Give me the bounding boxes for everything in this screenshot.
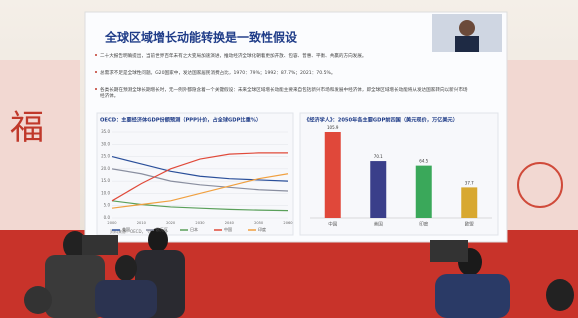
x-tick-label: 2060 bbox=[283, 221, 293, 225]
value-label: 64.5 bbox=[419, 159, 428, 164]
x-tick-label: 2020 bbox=[166, 221, 176, 225]
chart-title: OECD：主要经济体GDP份额预测（PPP计价，占全球GDP比重%） bbox=[100, 116, 261, 124]
x-tick-label: 欧盟 bbox=[465, 221, 474, 228]
x-tick-label: 中国 bbox=[328, 221, 337, 228]
x-tick-label: 2000 bbox=[107, 221, 117, 225]
chart-title: 《经济学人》：2050年各主要GDP前四国（美元现价，万亿美元） bbox=[304, 116, 458, 124]
legend-label: 美国 bbox=[122, 226, 130, 232]
legend-label: 中国 bbox=[224, 226, 232, 232]
bar bbox=[370, 161, 386, 218]
x-tick-label: 2050 bbox=[254, 221, 264, 225]
x-tick-label: 美国 bbox=[374, 221, 383, 228]
value-label: 37.7 bbox=[465, 180, 474, 185]
y-tick-label: 25.0 bbox=[101, 154, 110, 159]
speaker-head bbox=[459, 20, 475, 36]
y-tick-label: 10.0 bbox=[101, 190, 110, 195]
y-tick-label: 0.0 bbox=[104, 215, 111, 220]
y-tick-label: 5.0 bbox=[104, 203, 111, 208]
scene-svg: 福 全球区域增长动能转换是一致性假设 资料来源：OECD，《经济学人》 二十大报… bbox=[0, 0, 578, 318]
bullet-dot bbox=[95, 71, 97, 73]
banner-decoration: 福 bbox=[10, 108, 44, 148]
bar bbox=[461, 187, 477, 218]
y-tick-label: 15.0 bbox=[101, 178, 110, 183]
bullet-dot bbox=[95, 88, 97, 90]
value-label: 105.9 bbox=[327, 125, 339, 130]
y-tick-label: 35.0 bbox=[101, 129, 110, 134]
bullet: 二十大报告明确提出，当前世界百年未有之大变局加速演进，推动经济全球化朝着更加开放… bbox=[100, 52, 366, 59]
x-tick-label: 2040 bbox=[225, 221, 235, 225]
bar bbox=[325, 132, 341, 218]
legend-label: 欧元区 bbox=[156, 226, 168, 232]
right-banner bbox=[505, 60, 578, 250]
left-banner bbox=[0, 60, 80, 250]
y-tick-label: 30.0 bbox=[101, 141, 110, 146]
y-tick-label: 20.0 bbox=[101, 166, 110, 171]
x-tick-label: 印度 bbox=[419, 221, 428, 228]
slide-title: 全球区域增长动能转换是一致性假设 bbox=[104, 30, 298, 45]
legend-label: 日本 bbox=[190, 226, 198, 232]
legend-label: 印度 bbox=[258, 226, 266, 232]
left-chart-panel bbox=[97, 113, 293, 235]
value-label: 70.1 bbox=[374, 154, 383, 159]
x-tick-label: 2010 bbox=[137, 221, 147, 225]
bar bbox=[416, 166, 432, 218]
speaker-body bbox=[455, 36, 479, 52]
bullet: 总需求不足是全球性问题。G20国家中，发达国家居民消费占比，1970：79%；1… bbox=[100, 69, 335, 76]
x-tick-label: 2030 bbox=[195, 221, 205, 225]
photo: 福 全球区域增长动能转换是一致性假设 资料来源：OECD，《经济学人》 二十大报… bbox=[0, 0, 578, 318]
bullet-dot bbox=[95, 54, 97, 56]
